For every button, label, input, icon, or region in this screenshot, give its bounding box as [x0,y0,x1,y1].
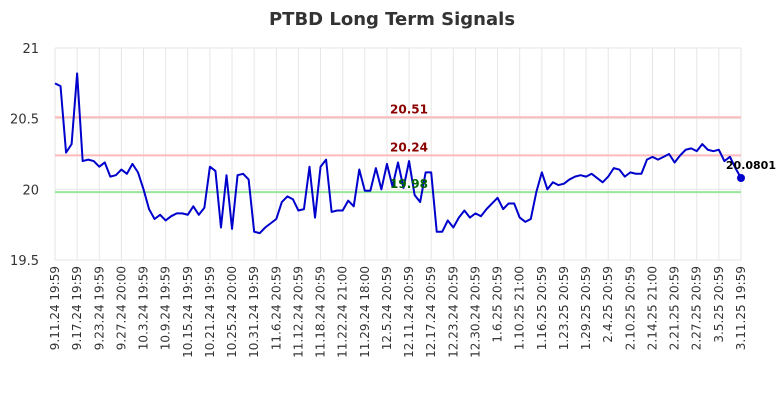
x-tick-label: 1.10.25 21:00 [513,266,527,350]
x-tick-label: 10.3.24 19:59 [137,266,151,350]
x-tick-label: 12.30.24 20:59 [468,266,482,358]
x-tick-label: 1.23.25 20:59 [557,266,571,350]
x-tick-label: 2.4.25 20:59 [601,266,615,343]
x-tick-label: 12.17.24 20:59 [424,266,438,358]
x-tick-label: 10.21.24 19:59 [203,266,217,358]
y-tick-label: 19.5 [10,254,39,269]
x-tick-label: 11.29.24 18:00 [358,266,372,358]
x-tick-label: 9.11.24 19:59 [48,266,62,350]
x-tick-label: 12.5.24 20:59 [380,266,394,350]
level-label: 20.24 [390,140,428,154]
chart-title: PTBD Long Term Signals [269,9,515,30]
x-tick-label: 9.27.24 20:00 [114,266,128,350]
x-tick-label: 2.14.25 21:00 [645,266,659,350]
level-label: 20.51 [390,102,428,116]
x-tick-label: 1.6.25 20:59 [491,266,505,343]
x-tick-label: 12.11.24 20:59 [402,266,416,358]
x-tick-label: 10.15.24 19:59 [181,266,195,358]
x-tick-label: 1.29.25 20:59 [579,266,593,350]
x-tick-label: 12.23.24 20:59 [446,266,460,358]
x-tick-label: 11.22.24 21:00 [336,266,350,358]
last-value-label: 20.0801 [726,159,776,172]
x-tick-label: 11.6.24 20:59 [269,266,283,350]
x-tick-label: 11.12.24 20:59 [291,266,305,358]
y-tick-label: 21 [22,42,39,57]
level-lines-layer [55,116,741,194]
x-tick-label: 2.21.25 20:59 [668,266,682,350]
x-tick-label: 3.5.25 20:59 [712,266,726,343]
y-tick-label: 20 [22,183,39,198]
x-tick-label: 1.16.25 20:59 [535,266,549,350]
x-tick-label: 10.31.24 19:59 [247,266,261,358]
series-layer [54,72,745,235]
x-axis: 9.11.24 19:59 9.17.24 19:59 9.23.24 19:59 9… [48,266,748,358]
x-tick-label: 2.27.25 20:59 [690,266,704,350]
y-axis: 19.5 20 20.5 21 [10,42,39,269]
x-tick-label: 2.10.25 20:59 [623,266,637,350]
x-tick-label: 10.25.24 20:00 [225,266,239,358]
x-tick-label: 9.23.24 19:59 [92,266,106,350]
last-value-point [737,174,745,183]
series-line [54,72,742,235]
y-tick-label: 20.5 [10,113,39,128]
x-tick-label: 9.17.24 19:59 [70,266,84,350]
x-tick-label: 3.11.25 19:59 [734,266,748,350]
level-label: 19.98 [390,177,428,191]
level-labels-layer: 20.51 20.24 19.98 20.0801 [390,102,776,191]
x-tick-label: 10.9.24 19:59 [159,266,173,350]
x-tick-label: 11.18.24 20:59 [314,266,328,358]
